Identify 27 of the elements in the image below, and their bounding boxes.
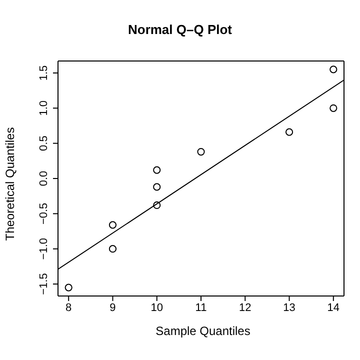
- y-tick-label: −1.5: [38, 273, 50, 295]
- y-axis-title: Theoretical Quantiles: [3, 127, 17, 241]
- y-tick-label: 1.5: [38, 65, 50, 81]
- point: [153, 166, 161, 174]
- y-tick-label: 0.5: [38, 136, 50, 151]
- x-tick-label: 10: [150, 302, 163, 314]
- point: [108, 245, 117, 253]
- point: [153, 201, 161, 210]
- x-tick-label: 8: [66, 302, 72, 314]
- point: [330, 104, 338, 112]
- x-tick-label: 12: [239, 302, 252, 314]
- point: [153, 183, 161, 191]
- x-tick-label: 14: [327, 302, 340, 314]
- y-tick-label: 1.0: [38, 100, 50, 116]
- x-tick-label: 9: [110, 302, 116, 314]
- y-tick-label: 0.0: [38, 170, 50, 186]
- x-tick-label: 13: [283, 302, 296, 314]
- chart-title: Normal Q–Q Plot: [126, 22, 234, 37]
- y-tick-label: −0.5: [38, 202, 50, 225]
- y-tick-label: −1.0: [38, 238, 50, 260]
- x-axis-title: Sample Quantiles: [154, 324, 252, 338]
- point: [197, 148, 205, 156]
- point: [64, 284, 72, 292]
- point: [285, 128, 294, 136]
- point: [330, 66, 338, 74]
- point: [108, 221, 117, 229]
- x-tick-label: 11: [195, 302, 207, 314]
